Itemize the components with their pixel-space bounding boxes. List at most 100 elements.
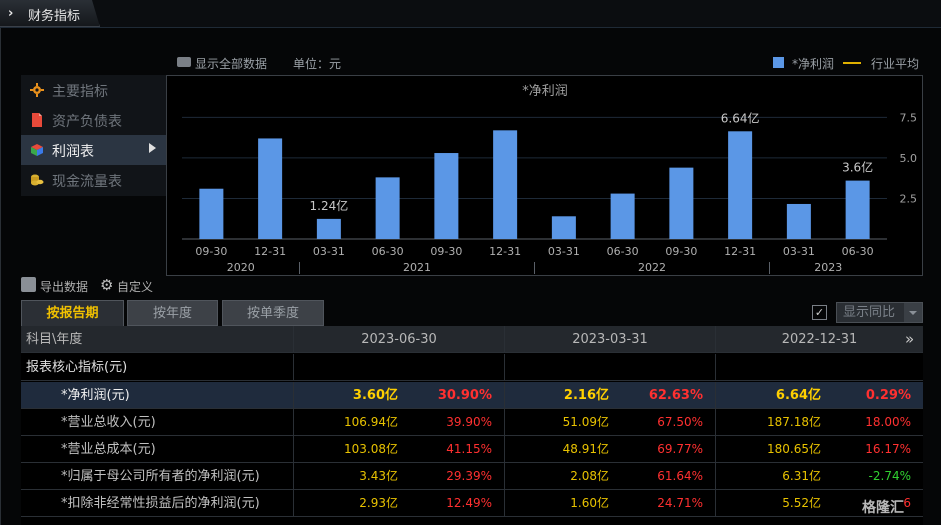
y-tick-label: 7.5: [900, 111, 918, 124]
custom-link[interactable]: 自定义: [117, 280, 154, 294]
header-col-1[interactable]: 2023-06-30: [294, 326, 505, 353]
value-cell: 106.94亿 39.90%: [294, 409, 505, 436]
value-cell: 2.08亿 61.64%: [505, 463, 716, 490]
legend-label-net-profit: *净利润: [792, 57, 835, 71]
net-profit-chart: *净利润 2.5 5.0 7.5 09-30 12-31 03-31 1.24亿 06-30 0…: [166, 75, 923, 276]
export-data-link[interactable]: 导出数据: [40, 280, 89, 294]
value-amount: 51.09亿: [562, 415, 609, 429]
value-change-pct: 69.77%: [657, 442, 703, 456]
value-cell: 2.93亿 12.49%: [294, 490, 505, 517]
row-name: *扣除非经常性损益后的净利润(元): [21, 490, 294, 517]
row-name: *营业总成本(元): [21, 436, 294, 463]
chevron-down-icon[interactable]: [904, 303, 922, 322]
value-amount: 187.18亿: [767, 415, 821, 429]
x-tick-label: 06-30: [372, 245, 404, 258]
value-change-pct: 39.90%: [446, 415, 492, 429]
value-change-pct: 24.71%: [657, 496, 703, 510]
value-cell: 6.31亿 -2.74%: [716, 463, 923, 490]
section-cell: [294, 354, 505, 381]
bar: [845, 180, 870, 239]
value-change-pct: 29.39%: [446, 469, 492, 483]
tab-by-report-period[interactable]: 按报告期: [21, 300, 124, 326]
gear-icon[interactable]: ⚙: [100, 276, 114, 294]
table-row[interactable]: *归属于母公司所有者的净利润(元) 3.43亿 29.39% 2.08亿 61.64% 6…: [21, 463, 923, 490]
y-tick-label: 2.5: [900, 192, 918, 205]
x-tick-label: 12-31: [489, 245, 521, 258]
tab-by-year[interactable]: 按年度: [127, 300, 218, 326]
header-subject: 科目\年度: [21, 326, 294, 353]
chart-title: *净利润: [522, 84, 568, 99]
menu-item-cash-flow[interactable]: 现金流量表: [21, 165, 166, 195]
title-bar: › 财务指标: [0, 0, 941, 28]
value-cell: 103.08亿 41.15%: [294, 436, 505, 463]
value-cell: 3.43亿 29.39%: [294, 463, 505, 490]
yoy-dropdown[interactable]: 显示同比: [836, 302, 923, 323]
value-cell: 5.52亿 6: [716, 490, 923, 517]
value-amount: 6.31亿: [782, 469, 821, 483]
data-label: 1.24亿: [310, 198, 349, 213]
year-label: 2020: [227, 261, 255, 274]
show-all-data-link[interactable]: 显示全部数据: [195, 57, 268, 71]
menu-label: 资产负债表: [52, 114, 122, 130]
left-border: [0, 28, 1, 525]
bar: [375, 177, 400, 239]
menu-item-balance-sheet[interactable]: 资产负债表: [21, 105, 166, 135]
menu-item-main-indicators[interactable]: 主要指标: [21, 75, 166, 105]
table-row[interactable]: *净利润(元) 3.60亿 30.90% 2.16亿 62.63% 6.64亿 0.29%: [21, 382, 923, 409]
value-change-pct: 67.50%: [657, 415, 703, 429]
year-label: 2023: [814, 261, 842, 274]
value-change-pct: 61.64%: [657, 469, 703, 483]
value-cell: 187.18亿 18.00%: [716, 409, 923, 436]
year-label: 2021: [403, 261, 431, 274]
menu-label: 利润表: [52, 144, 94, 160]
document-icon: [32, 113, 42, 127]
title-tab[interactable]: › 财务指标: [0, 0, 100, 27]
menu-item-income-statement[interactable]: 利润表: [21, 135, 166, 165]
bar: [551, 216, 576, 239]
coins-icon: [31, 174, 44, 186]
cube-icon: [31, 144, 43, 156]
double-chevron-right-icon[interactable]: »: [905, 330, 915, 348]
data-label: 3.6亿: [842, 160, 873, 175]
x-tick-label: 03-31: [783, 245, 815, 258]
table-row[interactable]: *营业总成本(元) 103.08亿 41.15% 48.91亿 69.77% 180.65…: [21, 436, 923, 463]
legend-swatch-industry-avg: [843, 62, 861, 64]
value-amount: 48.91亿: [562, 442, 609, 456]
menu-label: 现金流量表: [52, 174, 122, 190]
value-cell: 1.60亿 24.71%: [505, 490, 716, 517]
gear-flower-icon: [30, 83, 44, 97]
legend-swatch-net-profit: [773, 57, 784, 68]
value-change-pct: 6: [903, 496, 911, 510]
x-tick-label: 03-31: [313, 245, 345, 258]
page-title: 财务指标: [28, 9, 81, 24]
bar: [199, 188, 224, 239]
header-col-3[interactable]: 2022-12-31: [781, 332, 858, 347]
header-col-2[interactable]: 2023-03-31: [505, 326, 716, 353]
table-header-row: 科目\年度 2023-06-30 2023-03-31 2022-12-31 »: [21, 326, 923, 353]
value-change-pct: 30.90%: [437, 388, 492, 403]
bar: [786, 203, 811, 239]
section-row: 报表核心指标(元): [21, 354, 923, 381]
bar: [493, 130, 518, 239]
menu-label: 主要指标: [52, 84, 108, 100]
table-row[interactable]: *扣除非经常性损益后的净利润(元) 2.93亿 12.49% 1.60亿 24.71% 5…: [21, 490, 923, 517]
row-name: *归属于母公司所有者的净利润(元): [21, 463, 294, 490]
value-change-pct: -2.74%: [868, 469, 911, 483]
table-row[interactable]: *营业总收入(元) 106.94亿 39.90% 51.09亿 67.50% 187.18…: [21, 409, 923, 436]
section-label: 报表核心指标(元): [21, 354, 294, 381]
value-amount: 1.60亿: [570, 496, 609, 510]
value-change-pct: 16.17%: [865, 442, 911, 456]
unit-label: 单位：元: [293, 57, 342, 71]
yoy-checkbox[interactable]: ✓: [812, 305, 827, 320]
comment-icon[interactable]: [177, 57, 191, 67]
export-icon[interactable]: [21, 277, 36, 292]
left-menu: 主要指标 资产负债表 利润表 现金流量表: [21, 75, 166, 196]
value-change-pct: 41.15%: [446, 442, 492, 456]
value-amount: 5.52亿: [782, 496, 821, 510]
year-label: 2022: [638, 261, 666, 274]
x-tick-label: 09-30: [195, 245, 227, 258]
chart-svg: *净利润 2.5 5.0 7.5 09-30 12-31 03-31 1.24亿 06-30 0…: [182, 84, 918, 274]
x-tick-label: 03-31: [548, 245, 580, 258]
tab-by-quarter[interactable]: 按单季度: [222, 300, 324, 326]
